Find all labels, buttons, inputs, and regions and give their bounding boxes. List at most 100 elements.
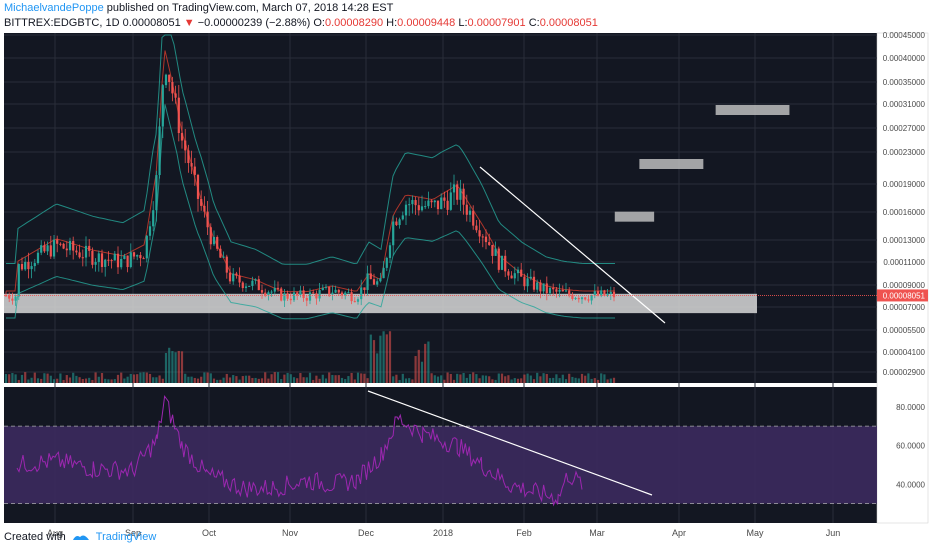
- low-label: L:: [458, 17, 468, 29]
- volume-bar: [136, 374, 139, 383]
- candle-body: [238, 275, 241, 283]
- candle-body: [587, 299, 590, 301]
- candle-body: [152, 210, 155, 227]
- y-tick-label: 0.00002900: [883, 368, 926, 377]
- volume-bar: [36, 378, 40, 383]
- support-zone: [4, 293, 757, 314]
- volume-bar: [427, 341, 430, 383]
- x-tick-label: Oct: [202, 528, 217, 538]
- volume-bar: [152, 377, 155, 383]
- tradingview-link[interactable]: TradingView: [95, 531, 157, 543]
- candle-body: [465, 204, 468, 215]
- volume-bar: [596, 379, 600, 383]
- volume-bar: [398, 379, 401, 383]
- candle-body: [107, 259, 110, 261]
- volume-bar: [52, 379, 56, 383]
- volume-bar: [72, 372, 75, 383]
- volume-bar: [232, 375, 235, 383]
- candle-body: [120, 258, 123, 268]
- volume-bar: [606, 379, 609, 383]
- volume-bar: [424, 343, 427, 383]
- candle-body: [414, 200, 417, 206]
- candle-body: [318, 290, 321, 299]
- candle-body: [155, 175, 158, 211]
- candle-body: [81, 257, 84, 259]
- candle-body: [158, 126, 161, 176]
- volume-bar: [395, 374, 398, 383]
- candle-body: [116, 253, 120, 268]
- y-tick-label: 0.00016000: [883, 208, 926, 217]
- candle-body: [468, 210, 472, 215]
- candle-body: [347, 292, 350, 294]
- candle-body: [206, 211, 209, 228]
- volume-bar: [584, 375, 587, 383]
- volume-bar: [366, 378, 369, 383]
- volume-bar: [382, 331, 385, 383]
- change-value: −0.00000239 (−2.88%): [197, 17, 311, 29]
- volume-bar: [347, 376, 350, 383]
- volume-bar: [324, 378, 328, 383]
- price-axis: [876, 32, 929, 524]
- volume-bar: [180, 351, 184, 383]
- candle-body: [430, 200, 433, 203]
- volume-bar: [273, 372, 276, 383]
- candle-body: [72, 241, 75, 251]
- candle-body: [139, 255, 142, 259]
- close-label: C:: [528, 17, 540, 29]
- volume-bar: [11, 373, 14, 383]
- volume-bar: [267, 378, 270, 383]
- rsi-trendline: [367, 390, 653, 496]
- volume-bar: [561, 374, 564, 383]
- candle-body: [609, 291, 612, 294]
- volume-bar: [340, 377, 344, 383]
- volume-bar: [459, 374, 462, 383]
- volume-bar: [296, 378, 299, 383]
- y-tick-label: 0.00011000: [883, 258, 925, 267]
- target-box: [639, 159, 704, 169]
- volume-bar: [344, 379, 347, 383]
- candle-body: [446, 200, 449, 210]
- volume-bar: [452, 379, 456, 383]
- candle-body: [235, 273, 238, 276]
- candle-body: [17, 264, 20, 297]
- x-tick-label: Dec: [358, 528, 375, 538]
- volume-bar: [542, 373, 545, 383]
- volume-bar: [171, 351, 174, 383]
- volume-bar: [539, 376, 542, 383]
- volume-bar: [107, 379, 110, 383]
- candle-body: [193, 166, 196, 175]
- volume-bar: [545, 373, 548, 383]
- volume-bar: [491, 379, 494, 383]
- rsi-tick-label: 80.0000: [896, 403, 925, 412]
- candle-body: [360, 287, 363, 300]
- volume-bar: [520, 378, 523, 383]
- candle-body: [59, 243, 62, 245]
- candle-body: [603, 290, 606, 296]
- volume-bar: [20, 374, 24, 383]
- volume-bar: [120, 372, 123, 383]
- target-box: [715, 105, 790, 115]
- candle-body: [398, 219, 401, 226]
- candle-body: [216, 237, 219, 249]
- candle-body: [488, 242, 491, 245]
- candle-body: [520, 269, 523, 277]
- volume-bar: [555, 374, 558, 383]
- volume-bar: [158, 375, 161, 383]
- candle-body: [379, 278, 382, 282]
- volume-bar: [228, 377, 232, 383]
- candle-body: [507, 271, 510, 276]
- volume-bar: [331, 374, 334, 383]
- volume-bar: [187, 376, 190, 383]
- y-tick-label: 0.00013000: [883, 236, 926, 245]
- author-link[interactable]: MichaelvandePoppe: [4, 2, 104, 14]
- volume-bar: [372, 340, 376, 383]
- volume-bar: [401, 373, 404, 383]
- volume-bar: [600, 373, 603, 383]
- x-tick-label: May: [746, 528, 764, 538]
- volume-bar: [238, 379, 241, 383]
- volume-bars: [4, 331, 616, 383]
- candle-body: [177, 97, 180, 134]
- volume-bar: [356, 372, 360, 383]
- candle-body: [475, 225, 478, 231]
